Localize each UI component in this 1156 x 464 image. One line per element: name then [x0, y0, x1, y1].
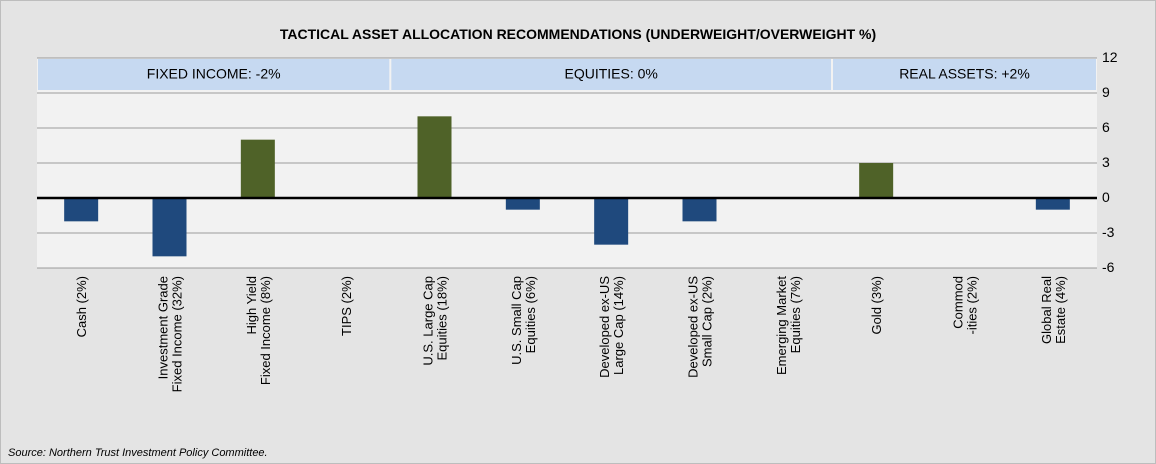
bar: [682, 198, 717, 222]
x-tick-label: Developed ex-USLarge Cap (14%): [597, 276, 626, 378]
bar: [152, 198, 187, 257]
x-tick-label-line: U.S. Large Cap: [421, 276, 436, 366]
x-tick-label: U.S. Large CapEquities (18%): [421, 276, 450, 366]
x-tick-label: High YieldFixed Income (8%): [244, 276, 273, 385]
x-tick-label: Developed ex-USSmall Cap (2%): [686, 276, 715, 378]
x-tick-label: Emerging MarketEquities (7%): [774, 276, 803, 375]
x-tick-label-line: High Yield: [244, 276, 259, 335]
x-tick-label-line: Emerging Market: [774, 276, 789, 375]
x-tick-label-line: Estate (4%): [1053, 276, 1068, 344]
y-tick-label: 6: [1102, 119, 1110, 135]
x-tick-label: U.S. Small CapEquities (6%): [509, 276, 538, 365]
bar: [594, 198, 629, 245]
group-band: [38, 59, 390, 90]
y-tick-label: -6: [1102, 259, 1115, 275]
x-tick-label: Cash (2%): [74, 276, 89, 337]
x-tick-label-line: TIPS (2%): [339, 276, 354, 336]
bar: [505, 198, 540, 210]
bar: [64, 198, 99, 222]
y-tick-label: 0: [1102, 189, 1110, 205]
x-tick-label: Gold (3%): [869, 276, 884, 335]
y-tick-label: -3: [1102, 224, 1115, 240]
bar: [859, 163, 894, 198]
group-band: [833, 59, 1096, 90]
x-tick-label-line: U.S. Small Cap: [509, 276, 524, 365]
group-label: EQUITIES: 0%: [564, 66, 657, 82]
x-tick-label-line: Investment Grade: [156, 276, 171, 379]
bar: [1035, 198, 1070, 210]
x-tick-label-line: Commod: [951, 276, 966, 329]
x-tick-label-line: Gold (3%): [869, 276, 884, 335]
chart-title: TACTICAL ASSET ALLOCATION RECOMMENDATION…: [280, 26, 876, 42]
bar: [417, 116, 452, 198]
x-tick-label: Investment GradeFixed Income (32%): [156, 276, 185, 392]
group-label: REAL ASSETS: +2%: [899, 66, 1030, 82]
x-tick-label-line: Equities (7%): [788, 276, 803, 353]
x-tick-label: Commod-ities (2%): [951, 276, 980, 335]
x-tick-label-line: Equities (18%): [435, 276, 450, 361]
group-band: [391, 59, 831, 90]
x-tick-label-line: Fixed Income (32%): [170, 276, 185, 392]
x-tick-label-line: Cash (2%): [74, 276, 89, 337]
x-tick-label-line: Global Real: [1039, 276, 1054, 344]
x-tick-label: TIPS (2%): [339, 276, 354, 336]
x-tick-label-line: Equities (6%): [523, 276, 538, 353]
group-label: FIXED INCOME: -2%: [147, 66, 281, 82]
x-tick-label-line: -ities (2%): [965, 276, 980, 335]
x-tick-label: Global RealEstate (4%): [1039, 276, 1068, 344]
y-tick-label: 12: [1102, 49, 1118, 65]
x-tick-label-line: Large Cap (14%): [611, 276, 626, 375]
y-tick-label: 9: [1102, 84, 1110, 100]
source-note: Source: Northern Trust Investment Policy…: [8, 447, 268, 459]
x-tick-label-line: Small Cap (2%): [700, 276, 715, 367]
bar: [240, 139, 275, 198]
x-tick-label-line: Developed ex-US: [597, 276, 612, 378]
y-tick-label: 3: [1102, 154, 1110, 170]
x-tick-label-line: Fixed Income (8%): [258, 276, 273, 385]
x-tick-label-line: Developed ex-US: [686, 276, 701, 378]
